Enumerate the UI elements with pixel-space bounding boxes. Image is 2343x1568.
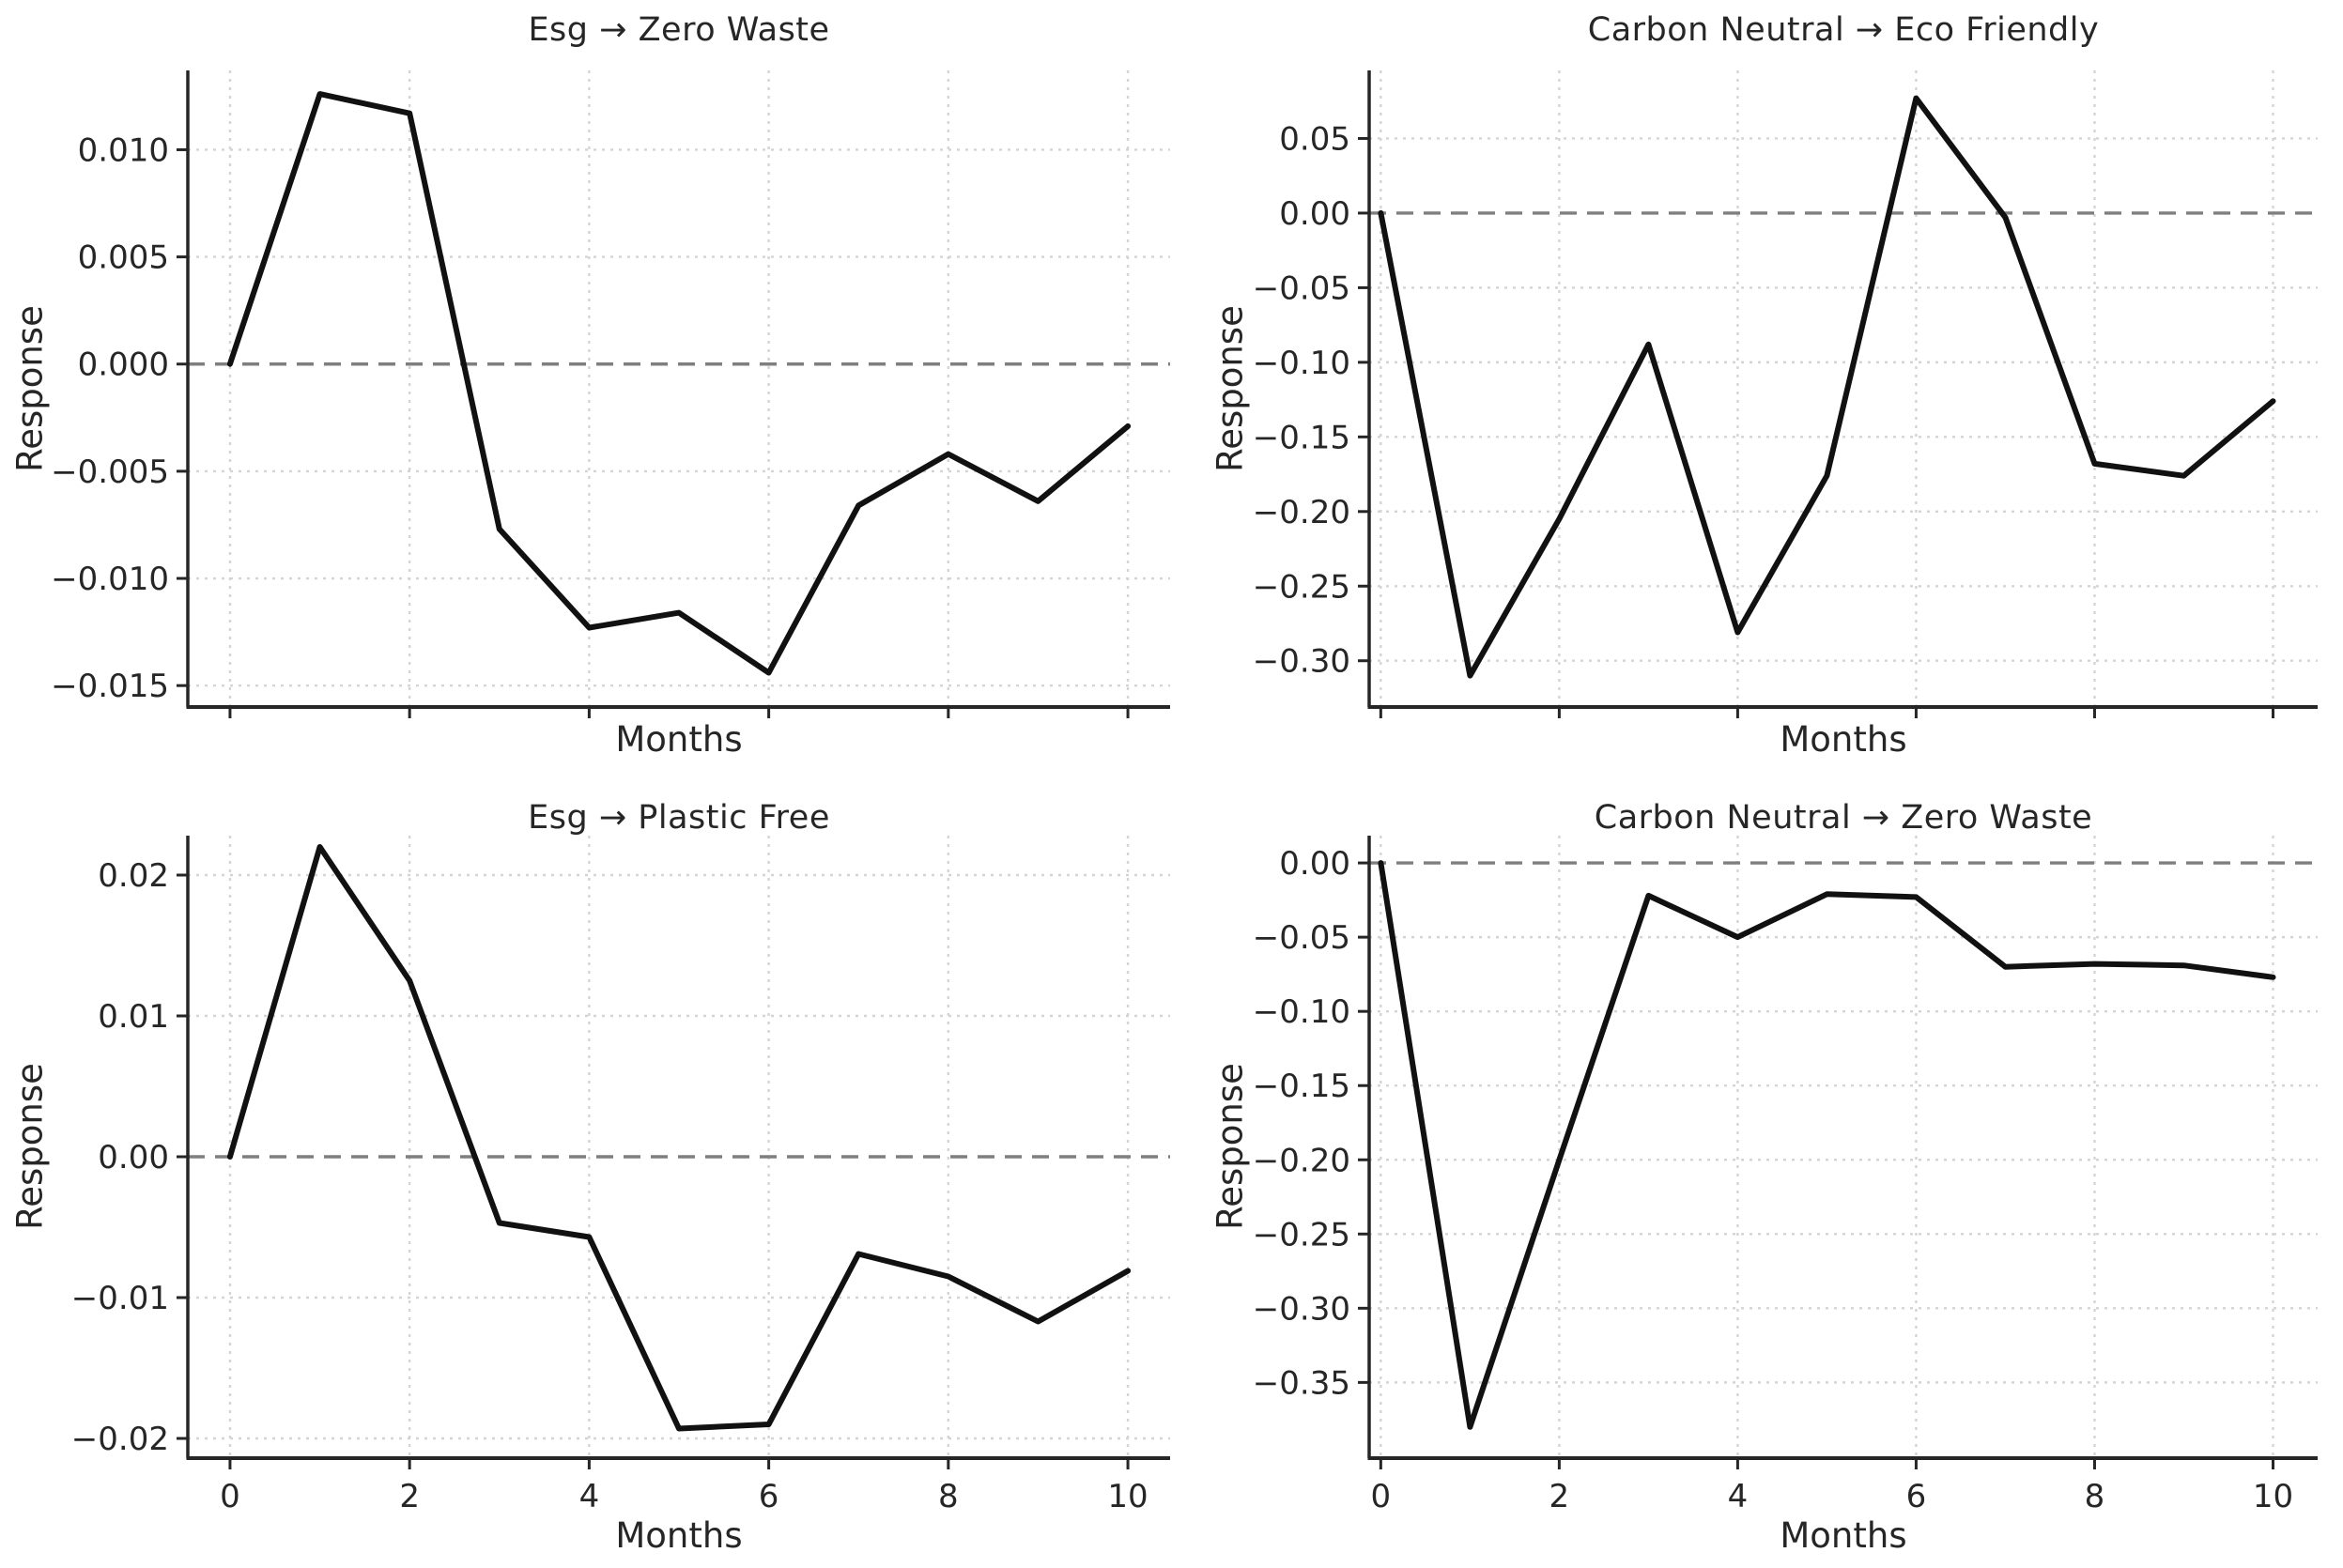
y-tick-label: −0.05 [1253,919,1350,957]
y-tick-label: −0.20 [1253,494,1350,531]
response-data-line [1378,95,2276,679]
y-tick-label: −0.20 [1253,1142,1350,1179]
x-axis-label: Months [615,719,743,760]
x-tick-label: 8 [2085,1478,2105,1515]
y-tick-label: −0.05 [1253,269,1350,307]
y-tick-label: −0.15 [1253,419,1350,456]
chart-title: Esg → Plastic Free [528,799,830,837]
line-chart-canvas: 0.00 −0.05 −0.10 −0.15 −0.20 −0.25 −0.30 −0.35 0… [1253,836,2318,1515]
x-tick-label: 4 [1728,1478,1749,1515]
response-data-line [1378,860,2276,1430]
x-tick-label: 6 [759,1478,779,1515]
x-tick-label: 6 [1906,1478,1927,1515]
y-tick-label: −0.01 [71,1280,169,1317]
x-tick-label: 10 [2253,1478,2293,1515]
x-axis-label: Months [1780,1515,1907,1556]
response-data-line [226,91,1132,676]
y-tick-label: 0.00 [98,1139,169,1176]
y-tick-label: 0.01 [98,998,169,1036]
y-tick-label: −0.10 [1253,993,1350,1031]
chart-title: Carbon Neutral → Zero Waste [1594,799,2093,837]
response-data-line [226,844,1132,1432]
y-tick-label: −0.010 [51,561,169,598]
y-tick-label: 0.005 [78,239,169,277]
chart-title: Carbon Neutral → Eco Friendly [1587,11,2100,49]
x-tick-label: 0 [1371,1478,1392,1515]
y-tick-label: 0.000 [78,346,169,384]
y-axis-label: Response [1210,1063,1251,1230]
y-tick-label: −0.015 [51,668,169,705]
x-tick-label: 2 [1549,1478,1570,1515]
y-tick-label: −0.10 [1253,345,1350,382]
x-tick-label: 8 [938,1478,959,1515]
x-tick-label: 2 [399,1478,420,1515]
y-tick-label: −0.15 [1253,1068,1350,1105]
x-axis-label: Months [1780,719,1907,760]
y-tick-label: −0.25 [1253,1216,1350,1253]
y-axis-label: Response [9,1063,51,1230]
line-chart-canvas: 0.010 0.005 0.000 −0.005 −0.010 −0.015 [51,70,1170,718]
x-tick-label: 10 [1107,1478,1148,1515]
panel-top-right: 0.05 0.00 −0.05 −0.10 −0.15 −0.20 −0.25 −0.30 C… [1172,0,2343,784]
y-tick-label: 0.05 [1279,120,1350,158]
panel-bottom-right: 0.00 −0.05 −0.10 −0.15 −0.20 −0.25 −0.30 −0.35 0… [1172,784,2343,1568]
line-chart-canvas: 0.02 0.01 0.00 −0.01 −0.02 0 2 4 6 8 10 [71,836,1170,1515]
x-tick-label: 4 [579,1478,600,1515]
y-tick-label: 0.00 [1279,195,1350,233]
y-axis-label: Response [1210,305,1251,472]
y-tick-label: −0.25 [1253,568,1350,606]
y-tick-label: 0.010 [78,131,169,169]
y-tick-label: −0.30 [1253,1290,1350,1328]
y-axis-label: Response [9,305,51,472]
y-tick-label: −0.02 [71,1421,169,1458]
y-tick-label: −0.005 [51,453,169,491]
panel-top-left: 0.010 0.005 0.000 −0.005 −0.010 −0.015 Esg → … [0,0,1171,784]
line-chart-canvas: 0.05 0.00 −0.05 −0.10 −0.15 −0.20 −0.25 −0.30 [1253,70,2318,718]
y-tick-label: −0.35 [1253,1364,1350,1402]
panel-bottom-left: 0.02 0.01 0.00 −0.01 −0.02 0 2 4 6 8 10 Esg → Plas… [0,784,1171,1568]
chart-title: Esg → Zero Waste [528,11,830,49]
x-axis-label: Months [615,1515,743,1556]
y-tick-label: −0.30 [1253,643,1350,681]
y-tick-label: 0.00 [1279,845,1350,883]
x-tick-label: 0 [220,1478,240,1515]
y-tick-label: 0.02 [98,857,169,895]
